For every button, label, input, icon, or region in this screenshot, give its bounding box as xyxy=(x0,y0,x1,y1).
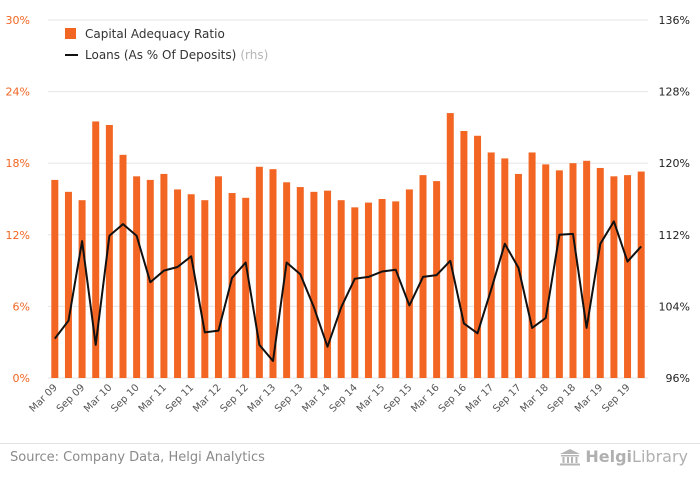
x-tick-label: Mar 19 xyxy=(573,382,605,414)
line-series-path xyxy=(54,220,642,362)
x-tick-label: Sep 18 xyxy=(546,382,578,414)
bar xyxy=(269,169,277,378)
legend-swatch-bar xyxy=(65,28,76,39)
x-tick-label: Mar 13 xyxy=(246,382,278,414)
left-tick-label: 18% xyxy=(6,157,30,170)
x-tick-label: Sep 17 xyxy=(491,382,523,414)
bar xyxy=(51,179,59,378)
right-axis: 96% 104% 112% 120% 128% 136% xyxy=(659,14,690,385)
bar xyxy=(637,171,645,378)
bar xyxy=(569,163,577,378)
x-tick-label: Sep 13 xyxy=(273,382,305,414)
x-tick-label: Mar 14 xyxy=(300,382,332,414)
left-tick-label: 24% xyxy=(6,86,30,99)
bar xyxy=(64,191,72,378)
line-series xyxy=(54,220,642,362)
left-tick-label: 12% xyxy=(6,229,30,242)
source-note: Source: Company Data, Helgi Analytics xyxy=(10,450,265,465)
brand-name: Helgi xyxy=(585,447,633,466)
left-tick-label: 0% xyxy=(13,372,30,385)
bar xyxy=(133,176,141,378)
bar xyxy=(446,113,454,378)
bar xyxy=(255,166,263,378)
bar xyxy=(201,200,209,378)
bar xyxy=(228,193,236,378)
bar xyxy=(555,170,563,378)
legend-label-bar: Capital Adequacy Ratio xyxy=(85,27,225,41)
x-tick-label: Mar 18 xyxy=(518,382,550,414)
chart: 0% 6% 12% 18% 24% 30% 96% 104% 112% 120% 128% 136%… xyxy=(6,14,690,415)
right-tick-label: 128% xyxy=(659,86,690,99)
bar-series xyxy=(51,113,645,378)
bar xyxy=(460,130,468,378)
x-tick-label: Mar 16 xyxy=(409,382,441,414)
bar xyxy=(433,181,441,378)
x-tick-label: Mar 11 xyxy=(137,382,169,414)
bar xyxy=(119,154,127,378)
bar xyxy=(487,152,495,378)
legend-line-suffix: (rhs) xyxy=(240,48,268,62)
x-tick-label: Sep 15 xyxy=(382,382,414,414)
x-tick-label: Sep 09 xyxy=(55,382,87,414)
x-tick-label: Mar 15 xyxy=(355,382,387,414)
legend: Capital Adequacy Ratio Loans (As % Of De… xyxy=(65,27,268,62)
bar xyxy=(610,176,618,378)
bar xyxy=(160,173,168,378)
bar xyxy=(501,158,509,378)
bar xyxy=(187,194,195,378)
x-tick-label: Sep 10 xyxy=(109,382,141,414)
bar xyxy=(78,200,86,378)
bar xyxy=(296,187,304,378)
bar xyxy=(310,191,318,378)
x-tick-label: Sep 12 xyxy=(218,382,250,414)
legend-label-line: Loans (As % Of Deposits) (rhs) xyxy=(85,48,268,62)
left-axis: 0% 6% 12% 18% 24% 30% xyxy=(6,14,30,385)
bar xyxy=(324,190,332,378)
x-tick-label: Sep 16 xyxy=(437,382,469,414)
bar xyxy=(214,176,222,378)
right-tick-label: 96% xyxy=(666,372,690,385)
bar xyxy=(337,200,345,378)
x-tick-label: Sep 11 xyxy=(164,382,196,414)
bar xyxy=(283,182,291,378)
bar xyxy=(624,175,632,378)
x-tick-label: Sep 19 xyxy=(600,382,632,414)
bar xyxy=(405,189,413,378)
x-tick-label: Mar 09 xyxy=(28,382,60,414)
left-tick-label: 30% xyxy=(6,14,30,27)
x-tick-label: Mar 12 xyxy=(191,382,223,414)
brand-logo[interactable]: HelgiLibrary xyxy=(559,447,688,466)
bar xyxy=(514,173,522,378)
bar xyxy=(392,201,400,378)
right-tick-label: 136% xyxy=(659,14,690,27)
right-tick-label: 104% xyxy=(659,300,690,313)
bar xyxy=(174,189,182,378)
bar xyxy=(528,152,536,378)
bar xyxy=(364,202,372,378)
left-tick-label: 6% xyxy=(13,300,30,313)
bar xyxy=(92,121,100,378)
bar xyxy=(583,160,591,378)
legend-line-name: Loans (As % Of Deposits) xyxy=(85,48,236,62)
bar xyxy=(378,199,386,378)
bar xyxy=(542,164,550,378)
x-tick-label: Sep 14 xyxy=(328,382,360,414)
x-tick-label: Mar 17 xyxy=(464,382,496,414)
bar xyxy=(105,125,113,378)
brand-wordmark: HelgiLibrary xyxy=(585,447,688,466)
brand-suffix: Library xyxy=(632,447,688,466)
bar xyxy=(596,167,604,378)
x-tick-label: Mar 10 xyxy=(82,382,114,414)
building-icon xyxy=(560,448,581,465)
right-tick-label: 112% xyxy=(659,229,690,242)
footer-divider xyxy=(0,443,700,444)
bar xyxy=(351,207,359,378)
right-tick-label: 120% xyxy=(659,157,690,170)
bar xyxy=(242,197,250,378)
bar xyxy=(474,135,482,378)
